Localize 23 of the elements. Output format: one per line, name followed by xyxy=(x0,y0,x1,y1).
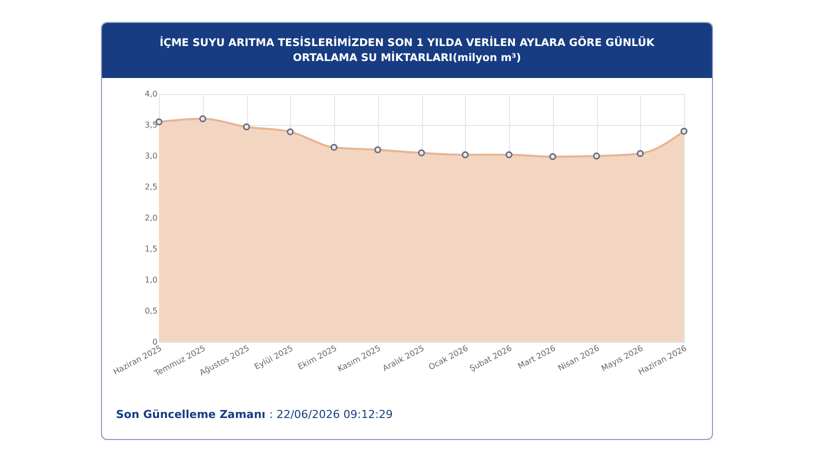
y-tick-label: 3,5 xyxy=(144,120,158,130)
y-tick-label: 2,5 xyxy=(144,182,158,192)
text: Son Güncelleme Zamanı : 22/06/2026 09:12:29 xyxy=(116,408,393,421)
point xyxy=(462,151,469,158)
y-tick-label: 0 xyxy=(152,338,158,346)
point xyxy=(593,152,600,160)
point xyxy=(680,128,688,135)
y-tick-label: 3,0 xyxy=(144,152,158,160)
point xyxy=(286,128,294,136)
y-tick-label: 0,5 xyxy=(144,306,158,316)
point xyxy=(506,151,512,158)
point xyxy=(374,146,382,154)
chart-title: İÇME SUYU ARITMA TESİSLERİMİZDEN SON 1 YILDA VERİLEN AYLARA GÖRE GÜNLÜK ORTALAMA SU MİKTARLARI(milyon m³) xyxy=(102,23,712,78)
y-tick-label: 1,0 xyxy=(144,276,158,284)
point xyxy=(418,149,425,156)
point xyxy=(199,115,206,122)
point xyxy=(549,153,556,160)
point xyxy=(636,150,644,158)
point xyxy=(330,144,338,151)
point xyxy=(243,123,250,130)
y-tick-label: 1,5 xyxy=(144,244,158,254)
y-tick-label: 2,0 xyxy=(144,214,158,222)
y-tick-label: 4,0 xyxy=(144,90,158,98)
